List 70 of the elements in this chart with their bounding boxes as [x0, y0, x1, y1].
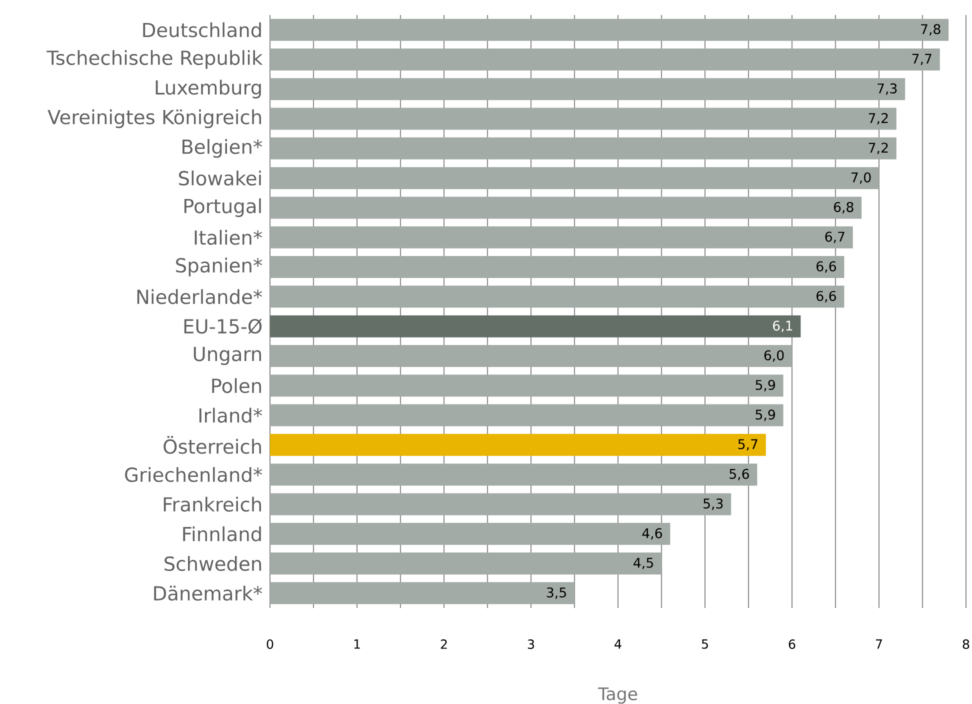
data-label: 5,9 — [756, 380, 775, 392]
y-tick-label: Italien* — [194, 230, 262, 245]
data-label: 7,2 — [868, 142, 888, 154]
bar — [270, 137, 896, 160]
y-tick-label: Ungarn — [194, 346, 262, 366]
y-tick-label: Tschechische Republik — [46, 50, 263, 69]
data-label: 6,6 — [816, 261, 836, 273]
data-label: 3,5 — [546, 587, 566, 599]
data-label: 5,9 — [756, 410, 775, 421]
data-label: 6,0 — [764, 350, 784, 362]
x-tick-label: 3 — [528, 639, 534, 649]
bar — [270, 48, 940, 70]
bar — [270, 552, 662, 575]
data-label: 7,8 — [921, 24, 940, 36]
bar — [270, 315, 801, 338]
y-tick-label: Griechenland* — [125, 467, 262, 482]
y-tick-label: Frankreich — [164, 496, 261, 512]
data-label: 6,1 — [773, 320, 792, 332]
bar — [270, 374, 784, 397]
y-tick-label: Niederlande* — [137, 289, 262, 304]
bar — [270, 404, 784, 426]
data-label: 5,3 — [704, 498, 723, 510]
bar — [270, 582, 574, 604]
bar — [270, 226, 853, 248]
x-tick-label: 5 — [702, 639, 708, 649]
bar — [270, 18, 949, 41]
y-tick-label: Schweden — [164, 556, 261, 572]
bar — [270, 256, 844, 278]
bar — [270, 286, 844, 308]
y-tick-label: Slowakei — [178, 170, 261, 186]
bar — [270, 493, 732, 516]
y-tick-label: Portugal — [184, 198, 261, 218]
data-label: 6,6 — [816, 290, 836, 302]
x-tick-label: 1 — [354, 639, 360, 649]
bar — [270, 108, 896, 130]
y-tick-label: Belgien* — [182, 139, 262, 158]
y-tick-label: Spanien* — [176, 258, 262, 276]
y-tick-label: Vereinigtes Königreich — [48, 109, 262, 128]
y-tick-label: Österreich — [164, 436, 261, 454]
bar — [270, 78, 906, 100]
x-tick-label: 0 — [266, 639, 274, 649]
data-label: 7,0 — [852, 172, 871, 184]
x-tick-label: 6 — [788, 639, 796, 649]
bar — [270, 167, 879, 190]
x-tick-label: 4 — [614, 639, 622, 649]
data-label: 4,5 — [634, 558, 653, 570]
x-tick-label: 2 — [440, 639, 447, 649]
data-label: 4,6 — [642, 528, 662, 540]
data-label: 5,7 — [738, 439, 758, 451]
data-label: 7,3 — [878, 83, 897, 95]
y-tick-label: Deutschland — [143, 22, 261, 38]
y-tick-label: Finnland — [183, 526, 261, 542]
x-tick-label: 7 — [876, 639, 882, 649]
data-label: 7,7 — [912, 54, 932, 66]
bar — [270, 344, 792, 367]
x-axis-title: Tage — [598, 687, 638, 704]
bar — [270, 434, 766, 456]
bar — [270, 464, 758, 486]
y-tick-label: Dänemark* — [154, 586, 262, 601]
y-tick-label: Luxemburg — [156, 80, 261, 98]
data-label: 5,6 — [730, 468, 749, 480]
x-tick-label: 8 — [962, 639, 970, 649]
y-tick-label: Polen — [212, 378, 261, 394]
y-tick-label: Irland* — [199, 408, 262, 423]
bar — [270, 522, 670, 545]
bar — [270, 196, 862, 219]
data-label: 6,7 — [825, 232, 844, 244]
y-tick-label: EU-15-Ø — [184, 318, 262, 334]
data-label: 6,8 — [834, 202, 854, 214]
data-label: 7,2 — [868, 113, 888, 124]
